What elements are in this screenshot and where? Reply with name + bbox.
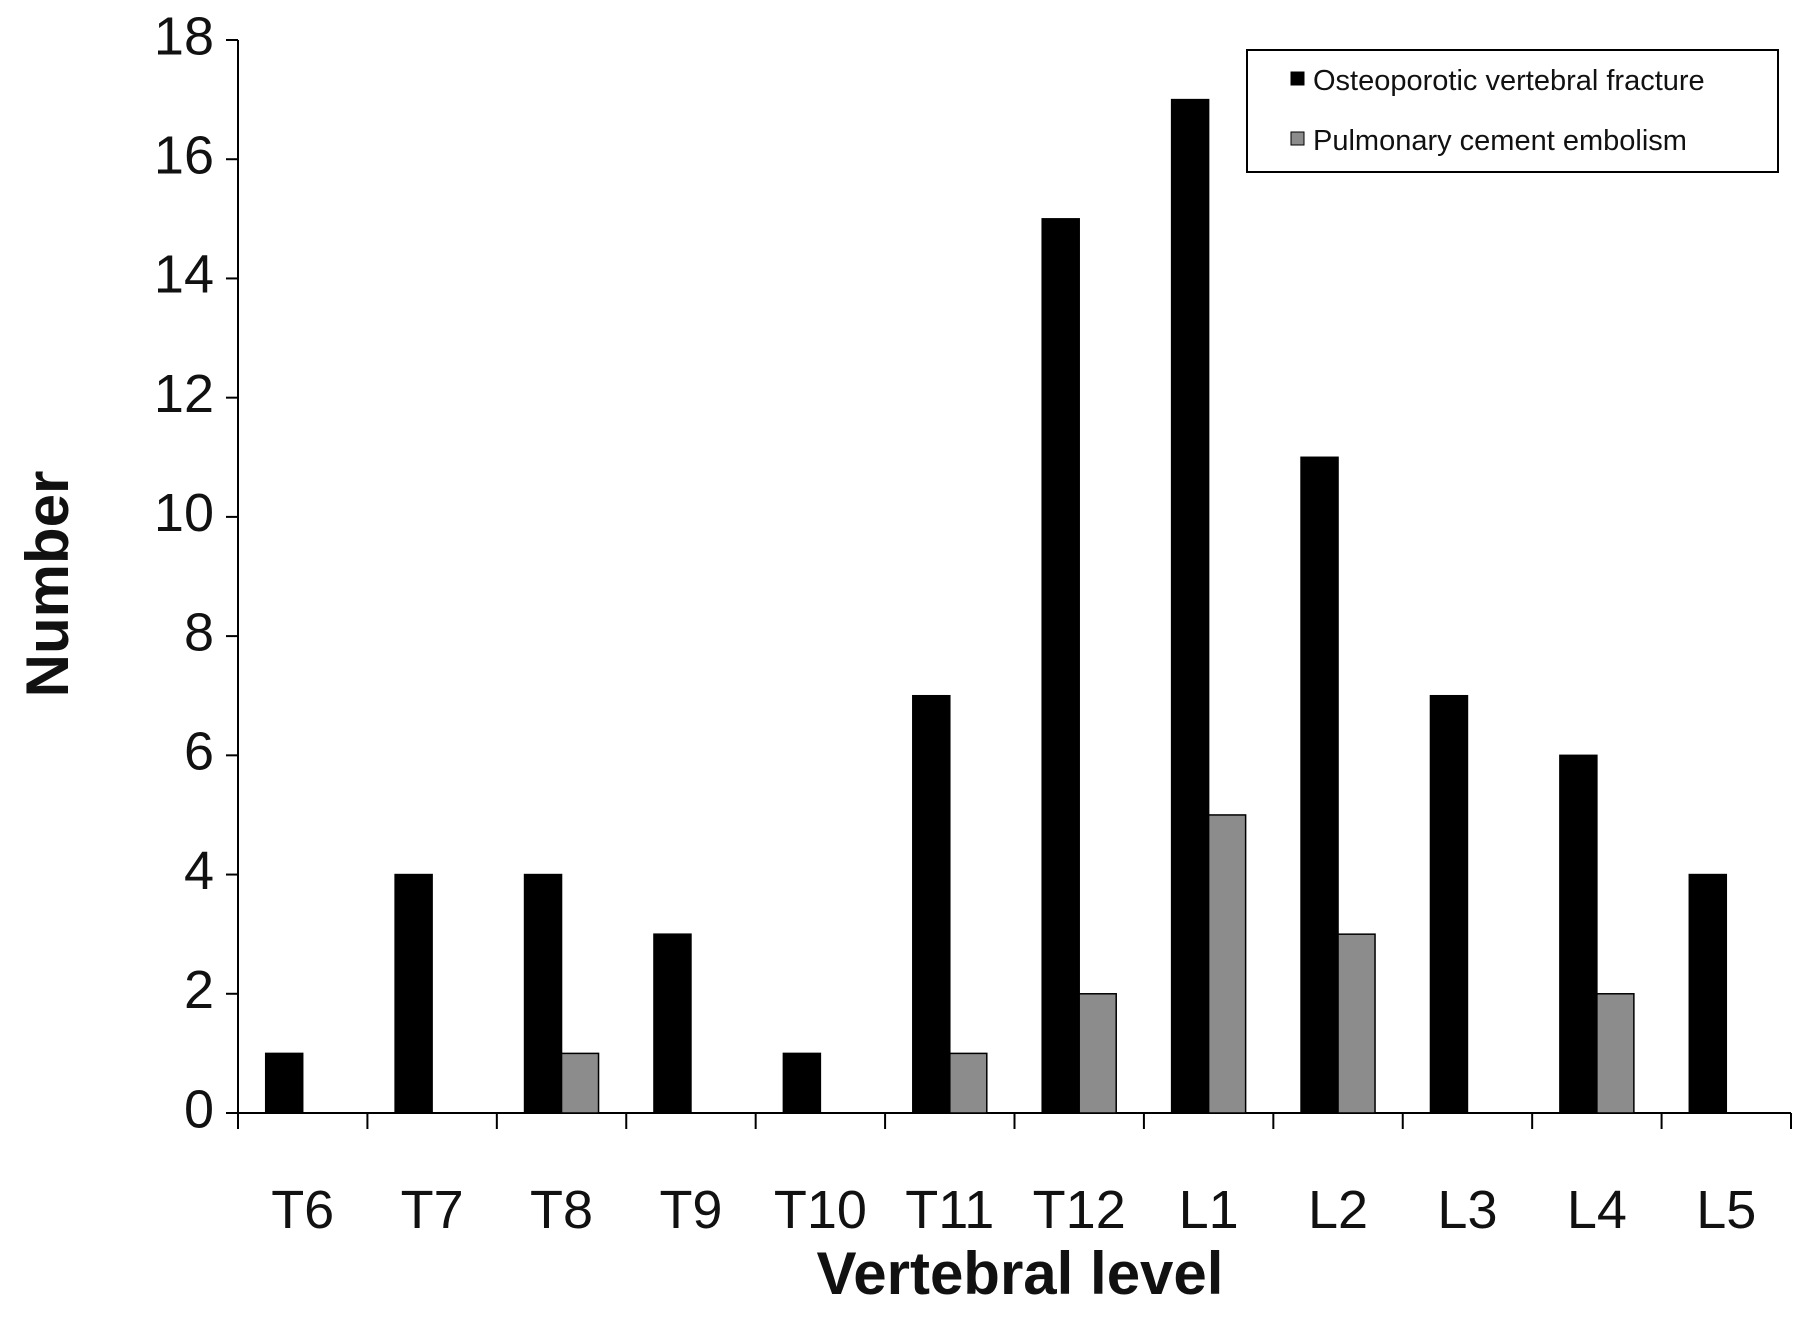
x-axis-title: Vertebral level xyxy=(817,1240,1224,1307)
legend-swatch-embolism xyxy=(1290,131,1305,146)
y-axis-title: Number xyxy=(14,471,81,698)
x-tick-label: L1 xyxy=(1179,1180,1239,1240)
bar-fracture xyxy=(1300,456,1339,1114)
legend-label-fracture: Osteoporotic vertebral fracture xyxy=(1313,65,1705,97)
bars xyxy=(264,98,1728,1114)
x-tick-label: T12 xyxy=(1033,1180,1126,1240)
y-tick-label: 6 xyxy=(184,722,214,782)
bar-fracture xyxy=(653,933,692,1114)
bar-fracture xyxy=(1429,694,1469,1114)
y-tick-label: 12 xyxy=(154,364,214,424)
y-tick-label: 10 xyxy=(154,483,214,543)
x-tick-label: L5 xyxy=(1696,1180,1756,1240)
bar-fracture xyxy=(1688,873,1728,1114)
bar-fracture xyxy=(1041,218,1080,1114)
legend-label-embolism: Pulmonary cement embolism xyxy=(1313,125,1687,157)
bar-fracture xyxy=(264,1052,304,1114)
x-axis: T6 T7 T8 T9 T10 T11 T12 L1 L2 L3 L4 L5 xyxy=(237,1112,1792,1240)
bar-embolism xyxy=(1337,933,1376,1114)
bar-fracture xyxy=(394,873,433,1114)
legend-swatch-fracture xyxy=(1290,71,1305,86)
x-tick-label: T10 xyxy=(774,1180,867,1240)
y-tick-label: 16 xyxy=(154,125,214,185)
x-tick-label: L4 xyxy=(1567,1180,1627,1240)
bar-embolism xyxy=(1078,993,1117,1114)
bar-embolism xyxy=(1596,993,1635,1114)
bar-fracture xyxy=(523,873,563,1114)
bar-embolism xyxy=(949,1052,988,1114)
legend: Osteoporotic vertebral fracture Pulmonar… xyxy=(1246,49,1779,173)
x-tick-label: T6 xyxy=(271,1180,334,1240)
bar-fracture xyxy=(912,694,951,1114)
x-tick-label: L3 xyxy=(1437,1180,1497,1240)
y-tick-label: 4 xyxy=(184,841,214,901)
y-axis: 0 2 4 6 8 10 12 14 16 18 xyxy=(154,6,239,1139)
y-tick-label: 0 xyxy=(184,1079,214,1139)
y-tick-label: 8 xyxy=(184,602,214,662)
y-tick-label: 2 xyxy=(184,960,214,1020)
x-tick-label: L2 xyxy=(1308,1180,1368,1240)
x-tick-label: T8 xyxy=(530,1180,593,1240)
x-tick-label: T7 xyxy=(401,1180,464,1240)
y-tick-label: 14 xyxy=(154,245,214,305)
bar-embolism xyxy=(560,1052,600,1114)
y-tick-label: 18 xyxy=(154,6,214,66)
legend-frame xyxy=(1246,49,1779,173)
bar-fracture xyxy=(782,1052,822,1114)
x-tick-label: T11 xyxy=(905,1180,994,1240)
bar-embolism xyxy=(1207,814,1247,1114)
x-tick-label: T9 xyxy=(659,1180,722,1240)
bar-fracture xyxy=(1559,754,1598,1114)
bar-fracture xyxy=(1170,98,1210,1114)
